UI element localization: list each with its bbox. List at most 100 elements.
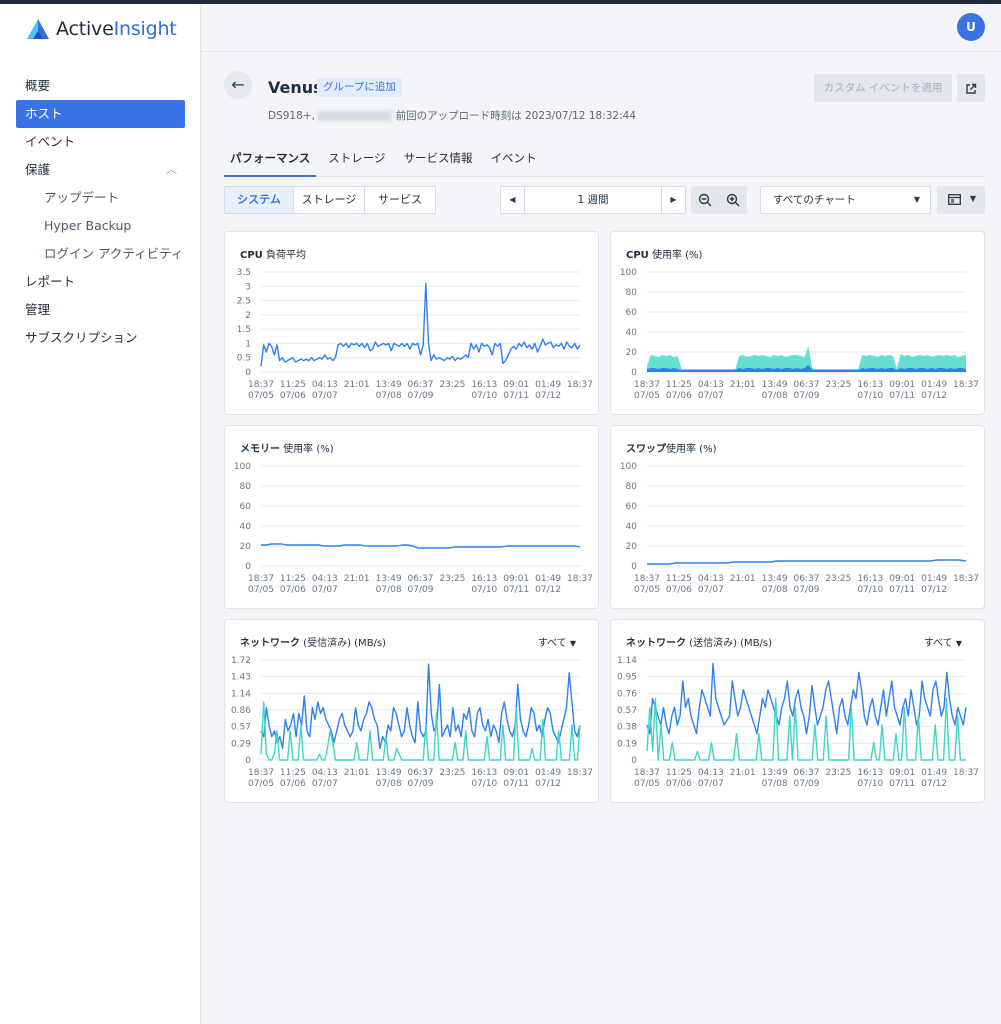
sidebar-item-overview[interactable]: 概要 [25,78,51,93]
line-series-1 [260,701,581,761]
layout-menu-button[interactable]: ▼ [937,186,985,214]
x-tick-time: 18:37 [953,768,979,778]
y-tick-label: 20 [240,542,252,552]
back-button[interactable]: ← [224,71,252,99]
x-tick-date: 07/07 [312,585,338,595]
upload-info: 前回のアップロード時刻は 2023/07/12 18:32:44 [395,110,636,122]
sidebar-item-events[interactable]: イベント [25,134,76,149]
sidebar-item-subscription[interactable]: サブスクリプション [25,330,138,345]
apply-custom-event-button[interactable]: カスタム イベントを適用 [814,74,952,102]
segment-storage[interactable]: ストレージ [294,187,365,213]
x-tick-time: 13:49 [762,768,788,778]
app-logo[interactable]: ActiveInsight [26,18,177,40]
sidebar-item-management[interactable]: 管理 [25,302,51,317]
x-tick-date: 07/09 [408,779,434,789]
y-tick-label: 20 [626,542,638,552]
tab-events[interactable]: イベント [490,151,537,165]
chart-filter-dropdown[interactable]: すべてのチャート ▼ [760,186,931,214]
x-tick-time: 11:25 [280,768,306,778]
x-tick-time: 06:37 [794,768,820,778]
x-tick-date: 07/09 [408,585,434,595]
sidebar-item-updates[interactable]: アップデート [44,190,120,205]
line-series-1 [646,697,966,761]
segment-services[interactable]: サービス [378,193,422,206]
x-tick-time: 11:25 [666,380,692,390]
x-tick-time: 18:37 [567,380,593,390]
caret-down-icon: ▼ [913,195,920,204]
y-tick-label: 2 [245,311,251,321]
x-tick-time: 16:13 [857,768,883,778]
y-tick-label: 60 [240,502,252,512]
y-tick-label: 3.5 [237,268,251,278]
x-tick-date: 07/09 [408,391,434,401]
x-tick-date: 07/07 [698,779,724,789]
x-tick-time: 21:01 [730,380,756,390]
line-series-0 [647,559,967,565]
network-filter-dropdown[interactable]: すべて ▼ [537,638,576,649]
x-tick-time: 04:13 [312,574,338,584]
x-tick-time: 13:49 [762,380,788,390]
x-tick-time: 23:25 [825,768,851,778]
host-tabs: パフォーマンス ストレージ サービス情報 イベント [224,144,985,177]
period-next-button[interactable]: ▶ [661,187,685,213]
zoom-in-button[interactable] [719,186,747,214]
layout-icon [948,194,961,205]
y-tick-label: 100 [620,268,637,278]
sidebar-item-login-activity[interactable]: ログイン アクティビティ [44,246,184,261]
x-tick-date: 07/11 [503,779,529,789]
x-tick-time: 06:37 [794,574,820,584]
tab-performance[interactable]: パフォーマンス [224,144,317,177]
line-series-0 [261,543,581,549]
x-tick-time: 13:49 [376,768,402,778]
x-tick-date: 07/06 [280,585,306,595]
sidebar-item-protection[interactable]: 保護 ︿ [16,156,185,184]
sidebar-item-hyper-backup[interactable]: Hyper Backup [44,218,132,233]
x-tick-time: 21:01 [344,574,370,584]
x-tick-date: 07/05 [248,391,274,401]
swap-usage-chart: 10080604020018:3707/0511:2507/0604:1307/… [620,462,979,595]
y-tick-label: 1.14 [617,656,637,666]
user-avatar[interactable]: U [957,13,985,41]
x-tick-date: 07/10 [471,585,497,595]
x-tick-date: 07/09 [794,779,820,789]
x-tick-time: 11:25 [666,768,692,778]
x-tick-date: 07/06 [280,779,306,789]
x-tick-date: 07/05 [248,585,274,595]
network-received-chart: 1.721.431.140.860.570.29018:3707/0511:25… [231,656,593,789]
add-to-group-button[interactable]: グループに追加 [317,78,402,97]
x-tick-time: 06:37 [408,768,434,778]
network-filter-dropdown[interactable]: すべて ▼ [923,638,962,649]
x-tick-date: 07/07 [312,391,338,401]
sidebar-item-reports[interactable]: レポート [25,274,76,289]
period-prev-button[interactable]: ◀ [501,187,525,213]
zoom-out-button[interactable] [691,186,719,214]
memory-usage-chart: 10080604020018:3707/0511:2507/0604:1307/… [234,462,593,595]
y-tick-label: 60 [626,308,638,318]
caret-down-icon: ▼ [955,639,962,648]
tab-storage[interactable]: ストレージ [328,151,386,165]
sidebar-item-hosts[interactable]: ホスト [16,100,185,128]
y-tick-label: 40 [240,522,252,532]
chart-title: ネットワーク (送信済み) (MB/s) [626,638,773,649]
x-tick-time: 11:25 [666,574,692,584]
y-tick-label: 0.95 [617,673,637,683]
external-link-icon [966,83,977,94]
chart-title: ネットワーク (受信済み) (MB/s) [240,638,387,649]
tab-service-info[interactable]: サービス情報 [403,151,473,165]
x-tick-time: 13:49 [376,380,402,390]
y-tick-label: 1.5 [237,325,251,335]
open-external-button[interactable] [957,74,985,102]
y-tick-label: 100 [234,462,251,472]
sidebar-nav: 概要 ホスト イベント 保護 ︿ アップデート Hyper Backup ログイン… [16,72,185,352]
x-tick-date: 07/11 [889,779,915,789]
category-segmented-control: システム ストレージ サービス [224,186,436,214]
cpu-load-chart: 3.532.521.510.5018:3707/0511:2507/0604:1… [237,268,593,401]
y-tick-label: 3 [245,282,251,292]
x-tick-date: 07/12 [535,585,561,595]
x-tick-date: 07/12 [921,391,947,401]
arrow-left-icon: ← [231,75,245,94]
x-tick-date: 07/06 [666,391,692,401]
x-tick-date: 07/10 [471,391,497,401]
segment-system[interactable]: システム [225,187,294,213]
host-name: Venus [268,78,323,97]
